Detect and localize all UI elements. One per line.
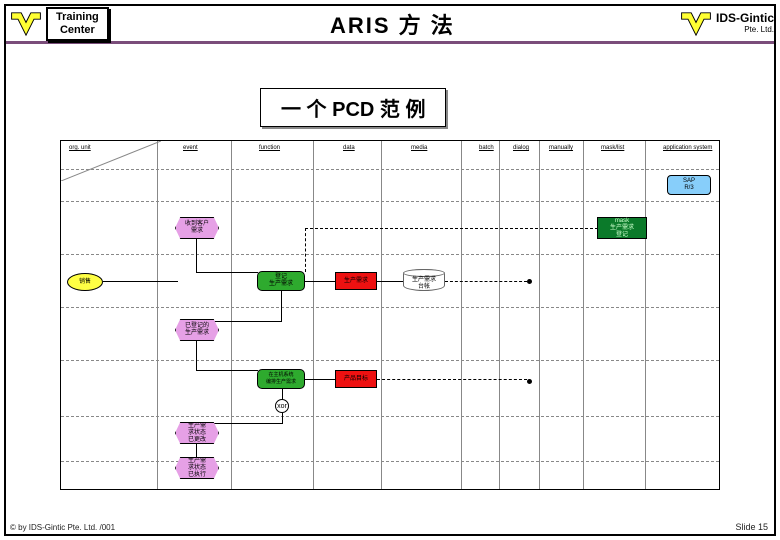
label: 生产需求 台帐 — [404, 276, 444, 292]
col-header-batch: batch — [479, 145, 494, 151]
logo-right — [680, 10, 712, 38]
col-header-manually: manually — [549, 145, 573, 151]
label: SAP R/3 — [683, 178, 695, 192]
col-header-media: media — [411, 145, 427, 151]
node-data-target: 产品目标 — [335, 370, 377, 388]
label: 生产需 求状态 已执行 — [188, 458, 206, 479]
subtitle: 一 个 PCD 范 例 — [260, 88, 446, 127]
node-db-ledger: 生产需求 台帐 — [403, 269, 445, 291]
node-mask: mask 生产需求 登记 — [597, 217, 647, 239]
conn — [305, 379, 336, 380]
node-event-received: 收到客户 需求 — [175, 217, 219, 239]
col-divider — [461, 141, 462, 489]
col-divider — [231, 141, 232, 489]
col-divider — [381, 141, 382, 489]
node-event-status-executed: 生产需 求状态 已执行 — [175, 457, 219, 479]
col-header-app: application system — [663, 145, 712, 151]
lane-line — [61, 307, 719, 308]
conn-dash — [305, 228, 306, 272]
label: 产品目标 — [344, 376, 368, 383]
lane-line — [61, 461, 719, 462]
op-xor: xor — [275, 399, 289, 413]
lane-line — [61, 416, 719, 417]
lane-line — [61, 254, 719, 255]
node-data-demand: 生产需求 — [335, 272, 377, 290]
lane-line — [61, 360, 719, 361]
conn-dash — [305, 228, 598, 229]
lane-line — [61, 201, 719, 202]
conn — [196, 239, 197, 273]
col-divider — [313, 141, 314, 489]
conn-dash — [445, 281, 527, 282]
logo-left — [10, 10, 42, 38]
conn — [305, 281, 336, 282]
training-line1: Training — [56, 11, 99, 24]
col-header-data: data — [343, 145, 355, 151]
dot-dialog-1 — [527, 279, 532, 284]
col-divider — [157, 141, 158, 489]
col-header-dialog: dialog — [513, 145, 529, 151]
node-app-sap: SAP R/3 — [667, 175, 711, 195]
col-divider — [499, 141, 500, 489]
ids-sub: Pte. Ltd. — [716, 24, 774, 36]
conn — [196, 341, 197, 371]
slide-title: ARIS 方 法 — [109, 8, 676, 40]
conn — [377, 281, 404, 282]
ids-label: IDS-Gintic Pte. Ltd. — [716, 12, 774, 36]
col-header-org: org. unit — [69, 145, 91, 151]
conn — [196, 272, 258, 273]
label: 已登记的 生产需求 — [185, 323, 209, 337]
node-fn-schedule: 在主机系统 编排生产需求 — [257, 369, 305, 389]
node-event-registered: 已登记的 生产需求 — [175, 319, 219, 341]
conn-dash — [377, 379, 527, 380]
pcd-chart: org. unit event function data media batch dial… — [60, 140, 720, 490]
col-divider — [583, 141, 584, 489]
ids-name: IDS-Gintic — [716, 12, 774, 24]
label: 销售 — [79, 279, 91, 286]
dot-dialog-2 — [527, 379, 532, 384]
col-divider — [645, 141, 646, 489]
conn — [196, 370, 258, 371]
conn — [281, 291, 282, 321]
training-line2: Center — [56, 24, 99, 37]
footer-copyright: © by IDS-Gintic Pte. Ltd. /001 — [10, 523, 115, 532]
conn — [103, 281, 178, 282]
col-header-mask: mask/list — [601, 145, 624, 151]
node-org-sales: 销售 — [67, 273, 103, 291]
label: mask 生产需求 登记 — [610, 218, 634, 239]
header: Training Center ARIS 方 法 IDS-Gintic Pte.… — [6, 6, 774, 44]
label: 收到客户 需求 — [185, 221, 209, 235]
label: 在主机系统 编排生产需求 — [266, 372, 296, 386]
label: 生产需 求状态 已更改 — [188, 423, 206, 444]
conn — [282, 413, 283, 423]
label: 生产需求 — [344, 278, 368, 285]
node-fn-register: 登记 生产需求 — [257, 271, 305, 291]
col-header-event: event — [183, 145, 198, 151]
training-center-box: Training Center — [46, 7, 109, 41]
label: 登记 生产需求 — [269, 274, 293, 288]
lane-line — [61, 169, 719, 170]
node-event-status-changed: 生产需 求状态 已更改 — [175, 422, 219, 444]
label: xor — [277, 403, 287, 410]
col-header-function: function — [259, 145, 280, 151]
footer-slide-number: Slide 15 — [735, 522, 768, 532]
col-divider — [539, 141, 540, 489]
